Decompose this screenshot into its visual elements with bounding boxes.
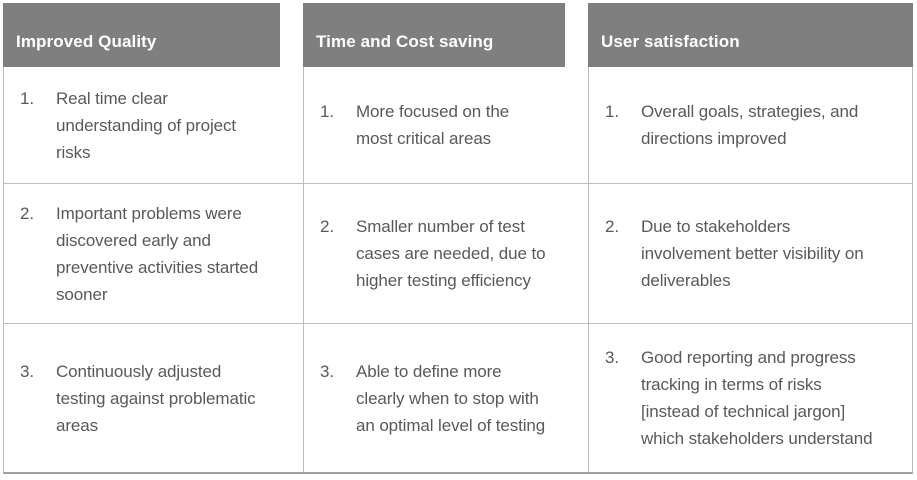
item-number: 2. (320, 217, 334, 236)
header-cell-improved-quality: Improved Quality (3, 3, 303, 67)
item-number: 1. (320, 102, 334, 121)
list-item: 3. Continuously adjusted testing against… (20, 358, 256, 439)
header-cell-user-satisfaction: User satisfaction (588, 3, 913, 67)
list-item: 2. Important problems were discovered ea… (20, 200, 258, 308)
header-cell-time-cost-saving: Time and Cost saving (303, 3, 588, 67)
item-text: Due to stakeholders involvement better v… (641, 217, 864, 290)
table-body: 1. Real time clear understanding of proj… (3, 67, 913, 474)
column-header-label: Time and Cost saving (316, 32, 494, 51)
table-cell-timecost-3: 3. Able to define more clearly when to s… (304, 324, 589, 472)
table-cell-quality-1: 1. Real time clear understanding of proj… (4, 67, 304, 184)
item-text: More focused on the most critical areas (356, 102, 510, 148)
item-number: 3. (605, 348, 619, 367)
item-number: 3. (20, 361, 34, 381)
list-item: 1. More focused on the most critical are… (320, 98, 509, 152)
benefits-table: Improved Quality Time and Cost saving Us… (3, 3, 913, 474)
column-header-block: Improved Quality (3, 3, 280, 67)
list-item: 3. Able to define more clearly when to s… (320, 358, 545, 439)
item-text: Able to define more clearly when to stop… (356, 361, 546, 435)
list-item: 1. Overall goals, strategies, and direct… (605, 98, 858, 152)
column-header-block: User satisfaction (588, 3, 913, 67)
item-number: 1. (605, 102, 619, 121)
list-item: 2. Smaller number of test cases are need… (320, 213, 546, 294)
item-text: Overall goals, strategies, and direction… (641, 102, 859, 148)
table-header-row: Improved Quality Time and Cost saving Us… (3, 3, 913, 67)
column-header-label: Improved Quality (16, 32, 157, 51)
item-number: 3. (320, 361, 334, 381)
table-cell-timecost-1: 1. More focused on the most critical are… (304, 67, 589, 184)
table-cell-satisfaction-3: 3. Good reporting and progress tracking … (589, 324, 912, 472)
table-cell-quality-2: 2. Important problems were discovered ea… (4, 184, 304, 324)
item-text: Continuously adjusted testing against pr… (56, 361, 256, 435)
list-item: 1. Real time clear understanding of proj… (20, 85, 236, 166)
list-item: 3. Good reporting and progress tracking … (605, 344, 873, 452)
item-number: 1. (20, 88, 34, 108)
item-number: 2. (605, 217, 619, 236)
table-cell-timecost-2: 2. Smaller number of test cases are need… (304, 184, 589, 324)
table-cell-satisfaction-2: 2. Due to stakeholders involvement bette… (589, 184, 912, 324)
table-cell-satisfaction-1: 1. Overall goals, strategies, and direct… (589, 67, 912, 184)
column-header-block: Time and Cost saving (303, 3, 565, 67)
table-cell-quality-3: 3. Continuously adjusted testing against… (4, 324, 304, 472)
list-item: 2. Due to stakeholders involvement bette… (605, 213, 864, 294)
item-text: Important problems were discovered early… (56, 203, 259, 304)
item-text: Good reporting and progress tracking in … (641, 348, 873, 448)
item-number: 2. (20, 203, 34, 223)
item-text: Real time clear understanding of project… (56, 88, 237, 162)
item-text: Smaller number of test cases are needed,… (356, 217, 546, 290)
column-header-label: User satisfaction (601, 32, 740, 51)
